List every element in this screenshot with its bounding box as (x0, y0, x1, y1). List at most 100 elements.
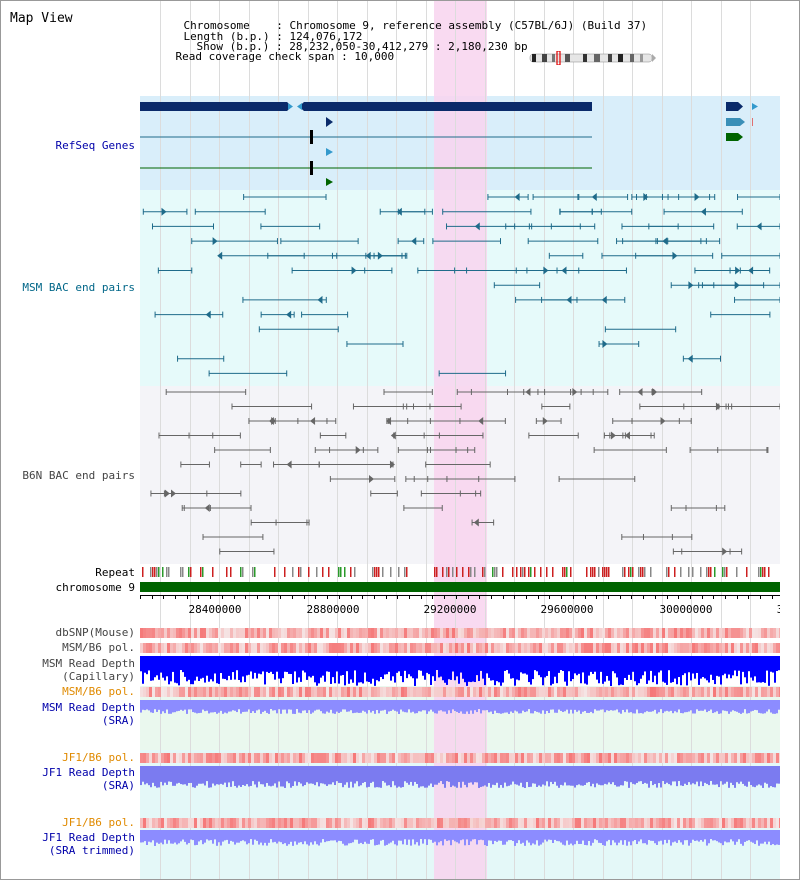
bac-end-pair[interactable] (558, 476, 636, 482)
bac-end-pair[interactable] (242, 295, 327, 304)
bac-end-pair[interactable] (260, 223, 321, 230)
dbsnp-heatmap[interactable] (140, 628, 780, 638)
bac-end-pair[interactable] (154, 310, 224, 319)
bac-end-pair[interactable] (248, 417, 277, 425)
bac-end-pair[interactable] (275, 519, 308, 526)
chromosome-ideogram[interactable] (528, 51, 658, 65)
bac-end-pair[interactable] (655, 237, 702, 246)
bac-end-pair[interactable] (219, 548, 275, 555)
bac-end-pair[interactable] (346, 341, 404, 347)
bac-end-pair[interactable] (397, 237, 425, 246)
bac-end-pair[interactable] (578, 193, 629, 201)
jf1-read-depth-trimmed-label[interactable]: JF1 Read Depth (SRA trimmed) (0, 831, 135, 857)
bac-end-pair[interactable] (471, 518, 495, 527)
bac-end-pair[interactable] (528, 432, 579, 439)
bac-end-pair[interactable] (442, 208, 532, 215)
bac-end-pair[interactable] (194, 208, 266, 215)
bac-end-pair[interactable] (319, 432, 347, 439)
bac-end-pair[interactable] (456, 389, 508, 395)
bac-end-pair[interactable] (725, 403, 781, 410)
bac-end-pair[interactable] (260, 310, 295, 319)
bac-end-pair[interactable] (429, 417, 506, 425)
dbsnp-label[interactable]: dbSNP(Mouse) (55, 626, 135, 639)
bac-end-pair[interactable] (446, 222, 516, 231)
bac-end-pair[interactable] (301, 311, 349, 318)
bac-end-pair[interactable] (243, 194, 327, 200)
bac-end-pair[interactable] (548, 252, 584, 259)
bac-end-pair[interactable] (515, 295, 578, 304)
bac-end-pair[interactable] (397, 447, 469, 453)
jf1-b6-pol-label-2[interactable]: JF1/B6 pol. (62, 816, 135, 829)
bac-end-pair[interactable] (683, 402, 733, 411)
bac-end-pair[interactable] (729, 266, 771, 275)
bac-end-pair[interactable] (619, 388, 655, 396)
b6n-bac-end-pairs-track[interactable] (0, 386, 800, 566)
bac-end-pair[interactable] (217, 251, 305, 260)
bac-end-pair[interactable] (240, 461, 262, 468)
bac-end-pair[interactable] (642, 534, 673, 540)
bac-end-pair[interactable] (438, 370, 507, 377)
bac-end-pair[interactable] (177, 355, 225, 362)
selected-region-highlight[interactable] (434, 0, 487, 880)
bac-end-pair[interactable] (661, 194, 716, 200)
bac-end-pair[interactable] (541, 403, 571, 410)
bac-end-pair[interactable] (682, 354, 721, 363)
msm-b6-pol-label-2[interactable]: MSM/B6 pol. (62, 685, 135, 698)
bac-end-pair[interactable] (386, 417, 409, 425)
msm-b6-pol-heatmap-2[interactable] (140, 687, 780, 697)
bac-end-pair[interactable] (183, 505, 252, 511)
bac-end-pair[interactable] (685, 505, 726, 511)
bac-end-pair[interactable] (314, 446, 364, 454)
bac-end-pair[interactable] (329, 475, 396, 483)
bac-end-pair[interactable] (721, 252, 781, 259)
bac-end-pair[interactable] (432, 238, 501, 245)
bac-end-pair[interactable] (493, 282, 541, 289)
repeat-track[interactable] (140, 567, 780, 577)
jf1-read-depth-sra-bars[interactable] (140, 766, 780, 788)
msm-bac-end-pairs-label[interactable]: MSM BAC end pairs (22, 281, 135, 294)
bac-end-pair[interactable] (191, 237, 278, 246)
refseq-genes-track[interactable] (0, 96, 800, 196)
bac-end-pair[interactable] (202, 534, 264, 540)
bac-end-pair[interactable] (417, 267, 468, 274)
bac-end-pair[interactable] (651, 388, 703, 396)
bac-end-pair[interactable] (734, 296, 781, 303)
bac-end-pair[interactable] (710, 311, 771, 318)
bac-end-pair[interactable] (280, 238, 359, 245)
jf1-read-depth-trimmed-bars[interactable] (140, 830, 780, 846)
bac-end-pair[interactable] (158, 432, 214, 439)
bac-end-pair[interactable] (165, 389, 247, 395)
jf1-read-depth-sra-label[interactable]: JF1 Read Depth (SRA) (0, 766, 135, 792)
bac-end-pair[interactable] (142, 207, 188, 216)
bac-end-pair[interactable] (681, 548, 743, 555)
bac-end-pair[interactable] (527, 238, 599, 245)
bac-end-pair[interactable] (598, 340, 640, 348)
bac-end-pair[interactable] (601, 252, 674, 259)
refseq-genes-label[interactable]: RefSeq Genes (55, 139, 135, 152)
bac-end-pair[interactable] (402, 403, 462, 410)
b6n-bac-end-pairs-label[interactable]: B6N BAC end pairs (22, 469, 135, 482)
bac-end-pair[interactable] (459, 490, 482, 497)
jf1-b6-pol-heatmap-1[interactable] (140, 753, 780, 763)
bac-end-pair[interactable] (318, 460, 395, 469)
chromosome-bar[interactable] (140, 582, 780, 592)
jf1-b6-pol-heatmap-2[interactable] (140, 818, 780, 828)
bac-end-pair[interactable] (609, 432, 652, 439)
bac-end-pair[interactable] (273, 460, 320, 469)
msm-read-depth-capillary-label[interactable]: MSM Read Depth (Capillary) (0, 657, 135, 683)
bac-end-pair[interactable] (370, 490, 398, 497)
bac-end-pair[interactable] (550, 223, 596, 230)
bac-end-pair[interactable] (291, 266, 366, 275)
bac-end-pair[interactable] (180, 461, 210, 468)
bac-end-pair[interactable] (214, 447, 271, 453)
bac-end-pair[interactable] (403, 505, 443, 511)
bac-end-pair[interactable] (151, 223, 214, 230)
bac-end-pair[interactable] (559, 208, 602, 215)
bac-end-pair[interactable] (689, 447, 769, 453)
bac-end-pair[interactable] (515, 266, 580, 275)
bac-end-pair[interactable] (413, 476, 480, 482)
msm-b6-pol-label-1[interactable]: MSM/B6 pol. (62, 641, 135, 654)
bac-end-pair[interactable] (737, 194, 781, 200)
bac-end-pair[interactable] (373, 251, 406, 260)
bac-end-pair[interactable] (570, 388, 609, 396)
